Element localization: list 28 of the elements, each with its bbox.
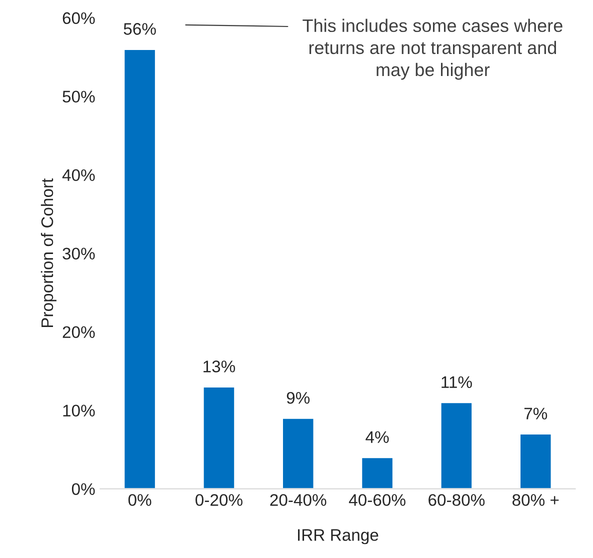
annotation: This includes some cases where returns are not transparent and may be higher: [302, 18, 562, 80]
bar: [202, 386, 236, 489]
y-tick-label: 0%: [72, 483, 95, 496]
x-tick-label: 0-20%: [196, 494, 242, 506]
x-tick-label: 60-80%: [428, 494, 485, 506]
bar: [519, 433, 552, 489]
y-tick-label: 40%: [62, 169, 95, 182]
y-axis-title: Proportion of Cohort: [40, 178, 56, 327]
y-tick-label: 10%: [63, 404, 95, 417]
bar: [360, 456, 394, 489]
y-tick-label: 20%: [62, 326, 95, 338]
x-tick-label: 20-40%: [270, 494, 326, 506]
data-label: 11%: [442, 376, 472, 388]
data-label: 13%: [204, 360, 236, 372]
bar: [282, 417, 315, 489]
x-tick-label: 80% +: [512, 494, 559, 506]
y-tick-label: 60%: [62, 12, 95, 24]
bar: [123, 48, 156, 489]
data-label: 56%: [124, 23, 156, 35]
y-tick-label: 50%: [62, 90, 95, 103]
data-label: 4%: [366, 431, 389, 443]
data-label: 7%: [524, 408, 548, 420]
x-axis-title: IRR Range: [298, 529, 378, 544]
x-tick-label: 0%: [128, 494, 152, 506]
data-label: 9%: [286, 392, 310, 404]
y-tick-label: 30%: [62, 248, 95, 260]
bar: [440, 402, 473, 489]
x-tick-label: 40-60%: [348, 494, 406, 506]
